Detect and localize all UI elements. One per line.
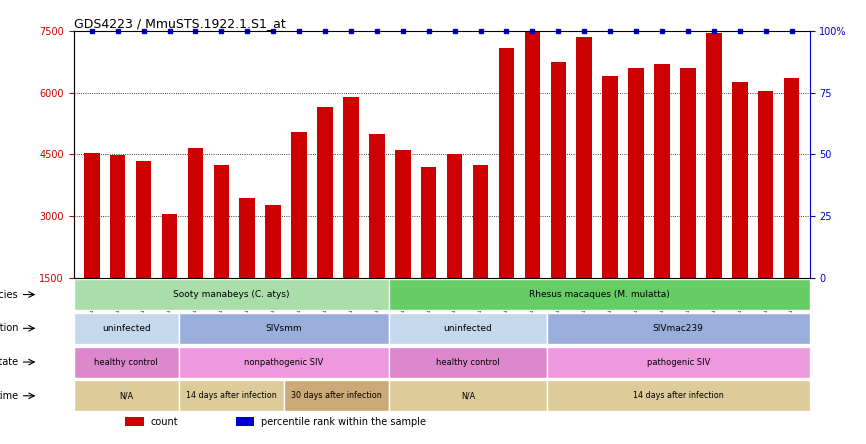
- Text: 14 days after infection: 14 days after infection: [633, 391, 724, 400]
- Bar: [706, 33, 721, 278]
- Text: N/A: N/A: [120, 391, 133, 400]
- Bar: [546, 380, 810, 411]
- Bar: [74, 380, 178, 411]
- Text: disease state: disease state: [0, 357, 18, 367]
- Text: pathogenic SIV: pathogenic SIV: [647, 357, 710, 367]
- Text: count: count: [151, 416, 178, 427]
- Bar: [525, 31, 540, 277]
- Bar: [84, 153, 100, 278]
- Text: Sooty manabeys (C. atys): Sooty manabeys (C. atys): [173, 290, 289, 299]
- Text: 30 days after infection: 30 days after infection: [291, 391, 382, 400]
- Bar: [178, 346, 389, 377]
- Bar: [680, 68, 695, 278]
- Bar: [395, 150, 410, 278]
- Text: GDS4223 / MmuSTS.1922.1.S1_at: GDS4223 / MmuSTS.1922.1.S1_at: [74, 17, 286, 30]
- Bar: [628, 68, 643, 278]
- Bar: [136, 161, 152, 278]
- Text: healthy control: healthy control: [94, 357, 158, 367]
- Bar: [284, 380, 389, 411]
- Text: SIVsmm: SIVsmm: [266, 324, 302, 333]
- Bar: [546, 313, 810, 344]
- Bar: [110, 155, 126, 278]
- Text: uninfected: uninfected: [102, 324, 151, 333]
- Bar: [178, 313, 389, 344]
- Text: percentile rank within the sample: percentile rank within the sample: [262, 416, 426, 427]
- Bar: [654, 64, 669, 278]
- Bar: [603, 76, 618, 278]
- Bar: [74, 346, 178, 377]
- Text: uninfected: uninfected: [443, 324, 493, 333]
- Bar: [125, 417, 144, 426]
- Bar: [74, 279, 389, 310]
- Bar: [473, 165, 488, 278]
- Bar: [389, 279, 810, 310]
- Bar: [162, 214, 178, 278]
- Text: N/A: N/A: [461, 391, 475, 400]
- Bar: [265, 205, 281, 278]
- Bar: [421, 166, 436, 278]
- Bar: [389, 313, 546, 344]
- Bar: [732, 83, 747, 278]
- Bar: [240, 198, 255, 278]
- Text: infection: infection: [0, 323, 18, 333]
- Text: nonpathogenic SIV: nonpathogenic SIV: [244, 357, 324, 367]
- Bar: [343, 97, 359, 278]
- Bar: [214, 165, 229, 278]
- Bar: [447, 154, 462, 278]
- Text: SIVmac239: SIVmac239: [653, 324, 704, 333]
- Bar: [389, 380, 546, 411]
- Text: species: species: [0, 289, 18, 300]
- Text: healthy control: healthy control: [436, 357, 500, 367]
- Bar: [291, 132, 307, 278]
- Text: time: time: [0, 391, 18, 401]
- Bar: [758, 91, 773, 278]
- Bar: [784, 78, 799, 278]
- Bar: [188, 148, 204, 278]
- Bar: [499, 48, 514, 278]
- Bar: [546, 346, 810, 377]
- Bar: [74, 313, 178, 344]
- Bar: [317, 107, 333, 278]
- Text: 14 days after infection: 14 days after infection: [186, 391, 277, 400]
- Bar: [236, 417, 254, 426]
- Bar: [178, 380, 284, 411]
- Bar: [369, 134, 385, 278]
- Text: Rhesus macaques (M. mulatta): Rhesus macaques (M. mulatta): [529, 290, 669, 299]
- Bar: [551, 62, 566, 278]
- Bar: [389, 346, 546, 377]
- Bar: [577, 37, 592, 278]
